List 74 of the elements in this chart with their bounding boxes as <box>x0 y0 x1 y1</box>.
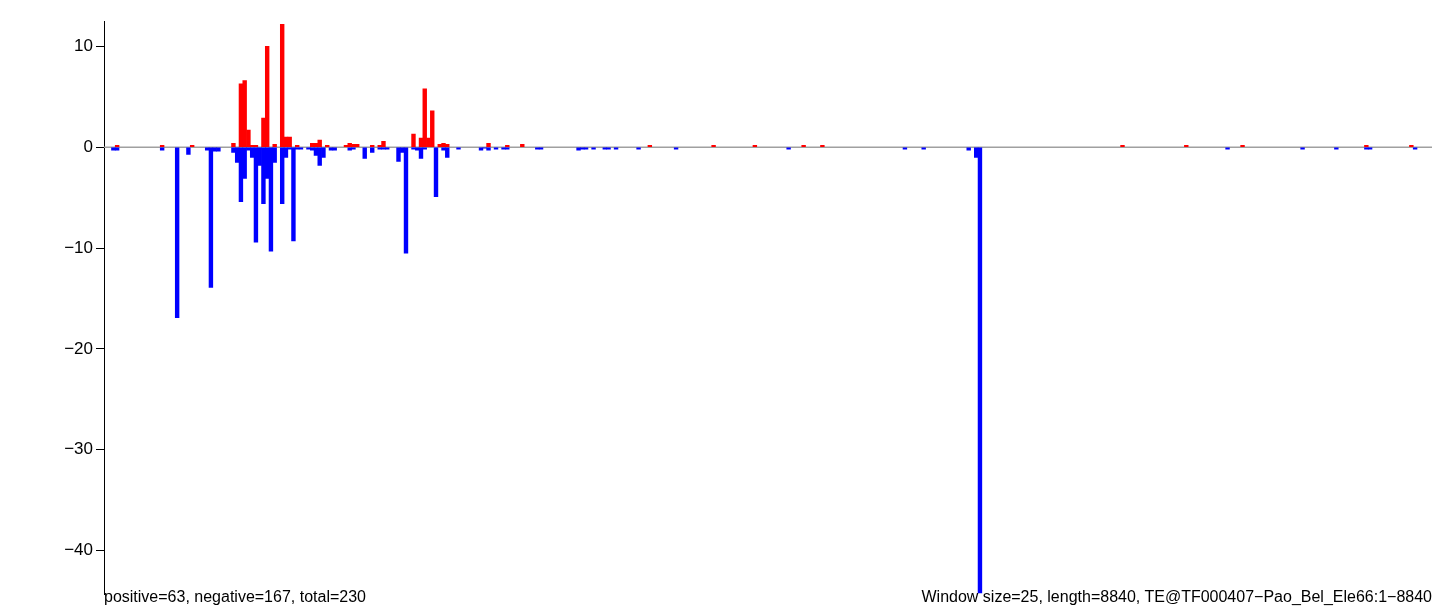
bar <box>291 147 296 242</box>
bar <box>328 147 334 151</box>
bar <box>242 80 247 148</box>
annotation: Window size=25, length=8840, TE@TF000407−Pao_Bel_Ele66:1−8840 <box>921 588 1433 607</box>
bar <box>580 147 585 150</box>
bar <box>820 144 825 148</box>
bar <box>1412 147 1418 150</box>
bar <box>186 147 191 155</box>
bar <box>264 46 270 148</box>
bar <box>501 147 506 150</box>
bar <box>711 144 716 148</box>
bar <box>535 147 540 150</box>
bar <box>486 147 491 151</box>
bar <box>208 147 214 288</box>
y-tick-label: −40 <box>64 540 93 560</box>
bar <box>279 147 285 205</box>
bar <box>411 147 416 150</box>
bar <box>591 147 596 150</box>
bar <box>538 147 544 150</box>
annotation: positive=63, negative=167, total=230 <box>104 588 367 606</box>
bar <box>279 23 285 148</box>
bar <box>613 147 619 150</box>
bar <box>966 147 971 151</box>
bar <box>456 147 461 150</box>
bar <box>111 147 116 151</box>
bar <box>1367 147 1373 150</box>
bar <box>786 147 791 150</box>
bar <box>174 147 180 319</box>
bar <box>261 147 266 205</box>
bar <box>332 147 337 151</box>
bar <box>287 136 292 148</box>
bar <box>445 147 450 158</box>
bar <box>636 147 641 150</box>
bar <box>231 142 236 148</box>
y-tick-label: −30 <box>64 439 93 459</box>
bar <box>385 147 390 150</box>
y-tick-label: −20 <box>64 338 93 358</box>
y-tick-label: −10 <box>64 237 93 257</box>
bar <box>418 147 424 159</box>
bar <box>493 147 499 150</box>
bar <box>486 142 491 148</box>
bar <box>576 147 581 151</box>
bar <box>1120 144 1125 148</box>
bar <box>606 147 611 150</box>
bar <box>1300 147 1305 150</box>
bar <box>351 147 356 150</box>
bar <box>403 147 409 254</box>
bar <box>216 147 221 152</box>
bar <box>1409 144 1414 148</box>
y-tick-label: 0 <box>83 136 93 156</box>
bar <box>396 147 401 162</box>
bar <box>602 147 608 150</box>
bar <box>583 147 589 150</box>
y-tick-label: 10 <box>74 36 93 56</box>
bar <box>673 147 679 150</box>
bar <box>347 147 352 151</box>
bar <box>298 147 304 150</box>
bar <box>902 147 908 150</box>
bar <box>433 147 439 197</box>
bar <box>1334 147 1339 150</box>
bar <box>362 147 367 159</box>
bar <box>272 143 277 148</box>
bar <box>411 133 416 148</box>
bar <box>1225 147 1230 150</box>
bar <box>306 147 311 150</box>
bar <box>801 144 806 148</box>
bar <box>1240 144 1245 148</box>
bar <box>370 147 375 153</box>
bar <box>977 147 983 594</box>
bar <box>921 147 926 150</box>
bar <box>381 147 386 150</box>
bar <box>478 147 484 151</box>
bar <box>441 142 446 148</box>
bar <box>381 140 386 148</box>
